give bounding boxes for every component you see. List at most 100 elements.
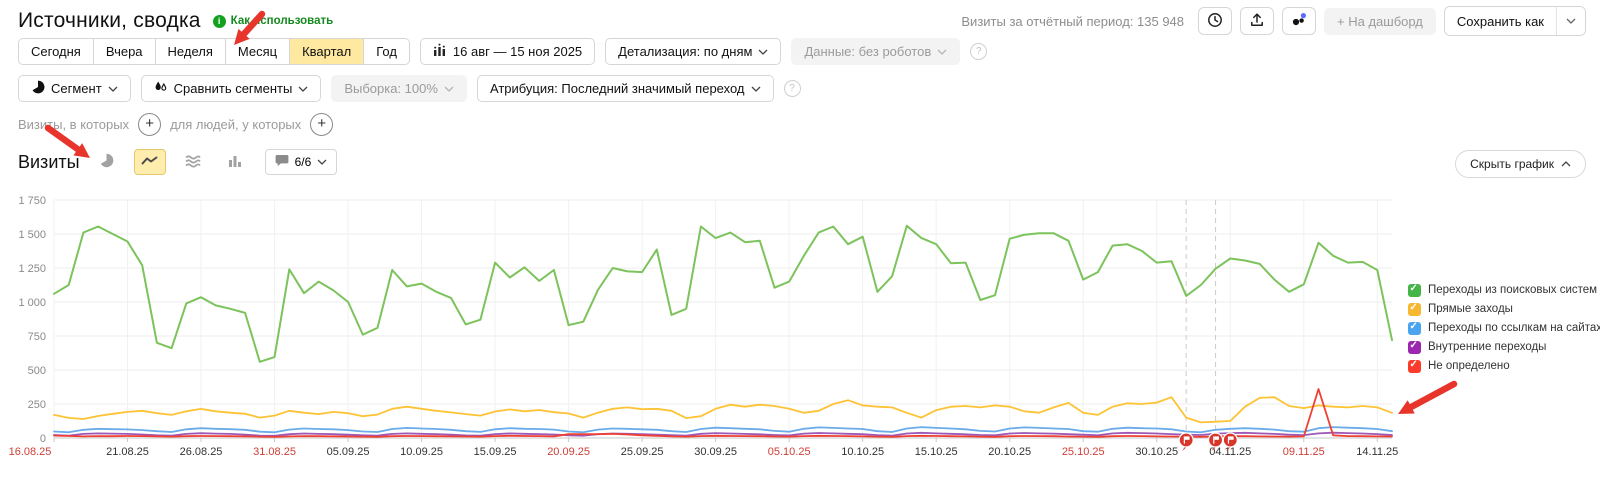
chart-type-line-button[interactable] xyxy=(133,149,166,175)
sampling-dropdown[interactable]: Выборка: 100% xyxy=(331,75,467,102)
chevron-down-icon xyxy=(108,86,118,92)
period-button-group: Сегодня Вчера Неделя Месяц Квартал Год xyxy=(18,38,410,65)
header-actions: Визиты за отчётный период: 135 948 + На … xyxy=(961,6,1586,36)
hide-chart-button[interactable]: Скрыть график xyxy=(1455,150,1586,178)
svg-text:20.09.25: 20.09.25 xyxy=(547,446,590,458)
svg-text:09.11.25: 09.11.25 xyxy=(1283,446,1325,458)
report-history-button[interactable] xyxy=(1198,7,1233,35)
visits-period-summary: Визиты за отчётный период: 135 948 xyxy=(961,13,1185,29)
segment-label: Сегмент xyxy=(51,81,102,96)
legend-label: Прямые заходы xyxy=(1428,303,1513,315)
ai-insights-button[interactable] xyxy=(1282,7,1317,35)
export-button[interactable] xyxy=(1240,7,1275,35)
svg-text:25.10.25: 25.10.25 xyxy=(1062,446,1105,458)
period-toolbar: Сегодня Вчера Неделя Месяц Квартал Год 1… xyxy=(18,38,988,65)
pie-chart-icon xyxy=(99,153,114,171)
compare-segments-dropdown[interactable]: Сравнить сегменты xyxy=(140,75,322,102)
filter-builder: Визиты, в которых + для людей, у которых… xyxy=(18,113,334,136)
svg-text:21.08.25: 21.08.25 xyxy=(106,446,149,458)
chevron-down-icon xyxy=(444,86,454,92)
attribution-label: Атрибуция: Последний значимый переход xyxy=(489,81,745,96)
histogram-calendar-icon xyxy=(433,43,447,60)
checkbox-checked-icon xyxy=(1408,321,1421,335)
add-people-filter-button[interactable]: + xyxy=(310,113,334,136)
column-chart-icon xyxy=(228,154,243,171)
help-icon[interactable]: ? xyxy=(783,80,801,97)
data-filter-dropdown[interactable]: Данные: без роботов xyxy=(791,38,961,65)
svg-text:05.10.25: 05.10.25 xyxy=(768,446,811,458)
period-year[interactable]: Год xyxy=(363,38,410,65)
chevron-down-icon xyxy=(758,49,768,55)
save-as-caret[interactable] xyxy=(1556,7,1585,35)
period-month[interactable]: Месяц xyxy=(224,38,291,65)
legend-item-search[interactable]: Переходы из поисковых систем xyxy=(1408,283,1600,297)
svg-text:25.09.25: 25.09.25 xyxy=(621,446,664,458)
checkbox-checked-icon xyxy=(1408,302,1421,316)
add-to-dashboard-button[interactable]: + На дашборд xyxy=(1324,7,1436,35)
attribution-dropdown[interactable]: Атрибуция: Последний значимый переход xyxy=(476,75,774,102)
legend-label: Переходы по ссылкам на сайтах xyxy=(1428,322,1600,334)
chart-legend: Переходы из поисковых систем Прямые захо… xyxy=(1408,283,1600,373)
export-icon xyxy=(1249,12,1265,31)
svg-text:1 500: 1 500 xyxy=(18,229,46,241)
svg-text:16.08.25: 16.08.25 xyxy=(9,446,52,458)
date-range-button[interactable]: 16 авг — 15 ноя 2025 xyxy=(419,38,596,65)
chart-canvas[interactable]: 0 250 500 750 1 000 1 250 1 500 1 750 16.08.25 21… xyxy=(0,188,1600,468)
hide-chart-label: Скрыть график xyxy=(1470,157,1554,171)
detail-dropdown[interactable]: Детализация: по дням xyxy=(605,38,782,65)
svg-text:30.09.25: 30.09.25 xyxy=(694,446,737,458)
save-as-button[interactable]: Сохранить как xyxy=(1444,7,1556,35)
legend-label: Внутренние переходы xyxy=(1428,341,1547,353)
header: Источники, сводка i Как использовать Виз… xyxy=(18,6,1586,36)
chevron-down-icon xyxy=(298,86,308,92)
svg-text:14.11.25: 14.11.25 xyxy=(1356,446,1398,458)
help-icon[interactable]: ? xyxy=(970,43,988,60)
metrics-count-label: 6/6 xyxy=(294,155,312,169)
chart-header: Визиты 6/6 xyxy=(18,149,338,175)
comment-bubble-icon xyxy=(275,154,289,170)
add-visit-filter-button[interactable]: + xyxy=(138,113,162,136)
legend-item-internal[interactable]: Внутренние переходы xyxy=(1408,340,1600,354)
period-yesterday[interactable]: Вчера xyxy=(92,38,156,65)
data-filter-label: Данные: без роботов xyxy=(804,44,932,59)
svg-text:0: 0 xyxy=(40,433,46,445)
svg-text:30.10.25: 30.10.25 xyxy=(1135,446,1178,458)
svg-text:15.10.25: 15.10.25 xyxy=(915,446,958,458)
visits-condition-label: Визиты, в которых xyxy=(18,117,130,132)
sampling-label: Выборка: 100% xyxy=(344,81,438,96)
svg-text:10.09.25: 10.09.25 xyxy=(400,446,443,458)
svg-text:250: 250 xyxy=(28,399,46,411)
checkbox-checked-icon xyxy=(1408,283,1421,297)
legend-item-site-links[interactable]: Переходы по ссылкам на сайтах xyxy=(1408,321,1600,335)
pie-segment-icon xyxy=(31,80,45,97)
chart-type-pie-button[interactable] xyxy=(91,149,123,175)
chart-type-stacked-button[interactable] xyxy=(177,149,209,175)
info-icon: i xyxy=(212,14,226,28)
segment-dropdown[interactable]: Сегмент xyxy=(18,75,131,102)
checkbox-checked-icon xyxy=(1408,340,1421,354)
period-today[interactable]: Сегодня xyxy=(18,38,94,65)
svg-text:15.09.25: 15.09.25 xyxy=(474,446,517,458)
drops-compare-icon xyxy=(154,80,168,97)
visits-line-chart: 0 250 500 750 1 000 1 250 1 500 1 750 16.08.25 21… xyxy=(0,188,1600,478)
metrics-selector-dropdown[interactable]: 6/6 xyxy=(264,149,338,175)
period-quarter[interactable]: Квартал xyxy=(289,38,365,65)
chart-type-columns-button[interactable] xyxy=(220,149,252,175)
svg-text:500: 500 xyxy=(28,365,46,377)
svg-text:26.08.25: 26.08.25 xyxy=(180,446,223,458)
svg-text:750: 750 xyxy=(28,331,46,343)
period-week[interactable]: Неделя xyxy=(154,38,226,65)
how-to-use-label: Как использовать xyxy=(230,15,334,27)
legend-item-undefined[interactable]: Не определено xyxy=(1408,359,1600,373)
svg-text:10.10.25: 10.10.25 xyxy=(841,446,884,458)
chart-title: Визиты xyxy=(18,151,80,172)
svg-text:05.09.25: 05.09.25 xyxy=(327,446,370,458)
segment-toolbar: Сегмент Сравнить сегменты Выборка: 100% … xyxy=(18,75,801,102)
checkbox-checked-icon xyxy=(1408,359,1421,373)
svg-text:1 750: 1 750 xyxy=(18,195,46,207)
line-chart-icon xyxy=(141,154,158,170)
legend-item-direct[interactable]: Прямые заходы xyxy=(1408,302,1600,316)
how-to-use-link[interactable]: i Как использовать xyxy=(212,14,334,28)
page-title: Источники, сводка xyxy=(18,9,201,32)
